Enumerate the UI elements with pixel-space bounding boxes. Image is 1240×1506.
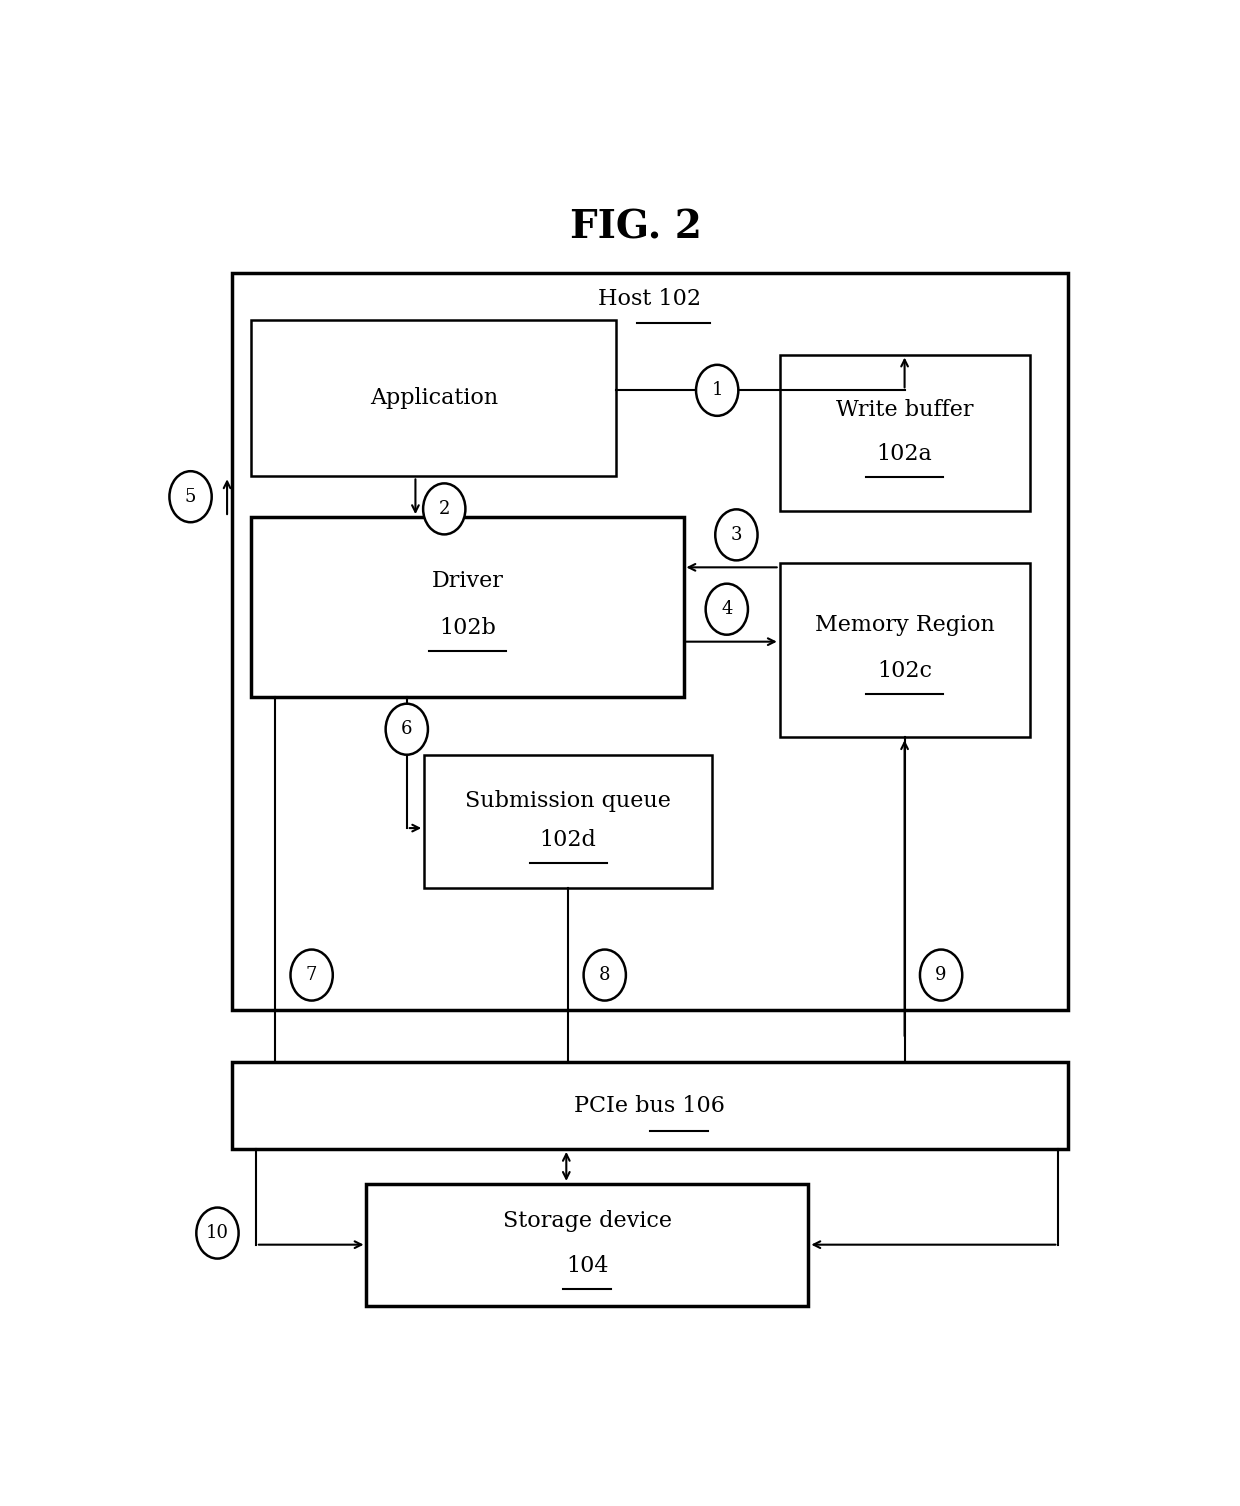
Circle shape [170, 471, 212, 523]
Text: 2: 2 [439, 500, 450, 518]
Bar [367, 1184, 808, 1306]
Bar [780, 355, 1029, 511]
Text: 102a: 102a [877, 443, 932, 465]
Text: 3: 3 [730, 526, 743, 544]
Text: 6: 6 [401, 720, 413, 738]
Text: FIG. 2: FIG. 2 [569, 208, 702, 245]
Bar [250, 319, 616, 476]
Circle shape [290, 950, 332, 1000]
Text: 102d: 102d [539, 828, 596, 851]
Circle shape [386, 703, 428, 755]
Circle shape [706, 584, 748, 634]
Bar [424, 755, 713, 889]
Text: 1: 1 [712, 381, 723, 399]
Bar [232, 1062, 1068, 1149]
Circle shape [196, 1208, 238, 1259]
Bar [232, 274, 1068, 1011]
Text: 7: 7 [306, 965, 317, 983]
Circle shape [423, 483, 465, 535]
Text: 102b: 102b [439, 617, 496, 639]
Text: 9: 9 [935, 965, 947, 983]
Text: Host 102: Host 102 [599, 288, 702, 310]
Text: 5: 5 [185, 488, 196, 506]
Text: 102c: 102c [877, 660, 932, 682]
Text: Write buffer: Write buffer [836, 399, 973, 420]
Circle shape [696, 364, 738, 416]
Text: 104: 104 [567, 1254, 609, 1277]
Text: 10: 10 [206, 1224, 229, 1242]
Text: Driver: Driver [432, 571, 503, 592]
Text: 4: 4 [722, 601, 733, 617]
Circle shape [920, 950, 962, 1000]
Bar [780, 563, 1029, 738]
Circle shape [715, 509, 758, 560]
Text: 8: 8 [599, 965, 610, 983]
Text: Memory Region: Memory Region [815, 614, 994, 636]
Text: Application: Application [370, 387, 497, 410]
Text: Storage device: Storage device [503, 1211, 672, 1232]
Bar [250, 517, 683, 697]
Circle shape [584, 950, 626, 1000]
Text: PCIe bus 106: PCIe bus 106 [574, 1095, 725, 1116]
Text: Submission queue: Submission queue [465, 789, 671, 812]
